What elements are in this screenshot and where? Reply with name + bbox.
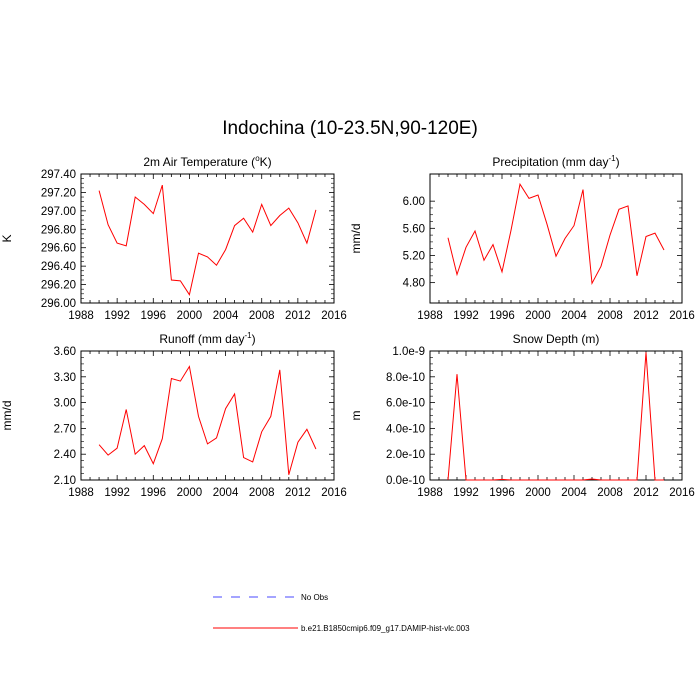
runoff-ytick-label: 3.00 — [54, 398, 76, 410]
air-temperature-ylabel: K — [0, 234, 14, 242]
precipitation-xtick-label: 1988 — [417, 310, 443, 322]
runoff-ytick-label: 2.40 — [54, 449, 76, 461]
precipitation-xtick-label: 2016 — [669, 310, 695, 322]
snow-depth-ytick-label: 6.0e-10 — [386, 398, 425, 410]
snow-depth-ytick-label: 8.0e-10 — [386, 372, 425, 384]
air-temperature-xtick-label: 2008 — [249, 310, 275, 322]
runoff-xtick-label: 1988 — [68, 487, 94, 499]
precipitation-xtick-label: 1996 — [489, 310, 515, 322]
snow-depth-ylabel: m — [349, 411, 363, 421]
air-temperature-xtick-label: 1988 — [68, 310, 94, 322]
air-temperature-ytick-label: 297.00 — [41, 206, 76, 218]
air-temperature-frame — [80, 173, 335, 304]
precipitation-xtick-label: 2012 — [633, 310, 659, 322]
runoff-frame — [80, 350, 335, 481]
air-temperature-ytick-label: 297.40 — [41, 169, 76, 181]
precipitation-ytick-label: 6.00 — [403, 196, 425, 208]
precipitation-frame — [429, 173, 683, 304]
precipitation-xtick-label: 2000 — [525, 310, 551, 322]
air-temperature-ytick-label: 297.20 — [41, 187, 76, 199]
snow-depth-xtick-label: 1992 — [453, 487, 479, 499]
runoff-ytick-label: 3.30 — [54, 372, 76, 384]
air-temperature-xtick-label: 2012 — [285, 310, 311, 322]
precipitation-xtick-label: 2008 — [597, 310, 623, 322]
snow-depth-series-line — [447, 352, 664, 481]
precipitation-ytick-label: 5.20 — [403, 250, 425, 262]
precipitation-ytick-label: 4.80 — [403, 278, 425, 290]
precipitation-series-line — [447, 182, 665, 286]
air-temperature-ytick-label: 296.60 — [41, 243, 76, 255]
runoff-xtick-label: 2012 — [285, 487, 311, 499]
runoff-xtick-label: 1992 — [104, 487, 130, 499]
snow-depth-xtick-label: 1988 — [417, 487, 443, 499]
air-temperature-ytick-label: 296.00 — [41, 298, 76, 310]
air-temperature-series-line — [98, 184, 317, 296]
runoff-ytick-label: 3.60 — [54, 346, 76, 358]
air-temperature-xtick-label: 1996 — [140, 310, 166, 322]
air-temperature-xtick-label: 2016 — [321, 310, 347, 322]
runoff-xtick-label: 2016 — [321, 487, 347, 499]
runoff-xtick-label: 2000 — [177, 487, 203, 499]
snow-depth-xtick-label: 2008 — [597, 487, 623, 499]
air-temperature-ytick-label: 296.20 — [41, 280, 76, 292]
air-temperature-xtick-label: 2000 — [177, 310, 203, 322]
precipitation-ylabel: mm/d — [349, 224, 363, 254]
snow-depth-ytick-label: 4.0e-10 — [386, 423, 425, 435]
runoff-xtick-label: 2008 — [249, 487, 275, 499]
runoff-xtick-label: 2004 — [213, 487, 239, 499]
snow-depth-xtick-label: 2004 — [561, 487, 587, 499]
precipitation-xtick-label: 1992 — [453, 310, 479, 322]
precipitation-title: Precipitation (mm day-1) — [492, 154, 619, 169]
snow-depth-frame — [429, 350, 683, 481]
snow-depth-ytick-label: 0.0e-10 — [386, 475, 425, 487]
air-temperature-xtick-label: 2004 — [213, 310, 239, 322]
snow-depth-xtick-label: 2016 — [669, 487, 695, 499]
snow-depth-xtick-label: 2000 — [525, 487, 551, 499]
runoff-xtick-label: 1996 — [140, 487, 166, 499]
runoff-ylabel: mm/d — [0, 401, 14, 431]
runoff-ytick-label: 2.70 — [54, 423, 76, 435]
air-temperature-ytick-label: 296.40 — [41, 261, 76, 273]
air-temperature-ytick-label: 296.80 — [41, 224, 76, 236]
snow-depth-xtick-label: 1996 — [489, 487, 515, 499]
air-temperature-title: 2m Air Temperature (oK) — [143, 154, 271, 169]
runoff-title: Runoff (mm day-1) — [159, 331, 255, 346]
runoff-ytick-label: 2.10 — [54, 475, 76, 487]
figure-title: Indochina (10-23.5N,90-120E) — [222, 118, 478, 139]
runoff-series-line — [98, 365, 317, 475]
precipitation-xtick-label: 2004 — [561, 310, 587, 322]
snow-depth-title: Snow Depth (m) — [513, 332, 600, 346]
precipitation-ytick-label: 5.60 — [403, 223, 425, 235]
snow-depth-ytick-label: 1.0e-9 — [392, 346, 425, 358]
air-temperature-xtick-label: 1992 — [104, 310, 130, 322]
snow-depth-xtick-label: 2012 — [633, 487, 659, 499]
snow-depth-ytick-label: 2.0e-10 — [386, 449, 425, 461]
